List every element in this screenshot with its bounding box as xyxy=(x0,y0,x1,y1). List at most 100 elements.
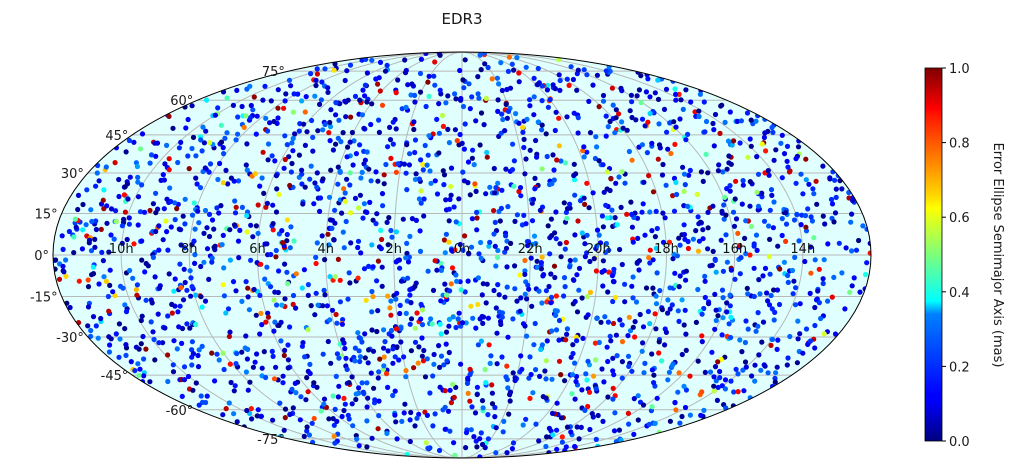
data-point xyxy=(364,99,370,105)
data-point xyxy=(430,373,436,379)
data-point xyxy=(575,115,581,121)
data-point xyxy=(262,276,268,282)
data-point xyxy=(409,81,415,87)
data-point xyxy=(95,162,101,169)
data-point xyxy=(477,142,483,148)
data-point xyxy=(587,258,593,265)
data-point xyxy=(585,312,591,318)
data-point xyxy=(313,290,319,296)
data-point xyxy=(345,144,351,150)
data-point xyxy=(452,127,458,133)
data-point xyxy=(731,138,737,144)
data-point xyxy=(352,345,358,351)
data-point xyxy=(288,83,294,89)
data-point xyxy=(847,289,853,295)
data-point xyxy=(564,326,571,332)
data-point xyxy=(273,364,279,370)
data-point xyxy=(295,91,301,97)
data-point xyxy=(233,137,239,143)
data-point xyxy=(711,143,717,149)
data-point xyxy=(427,168,433,174)
data-point xyxy=(244,213,250,219)
data-point xyxy=(441,172,448,178)
data-point xyxy=(547,235,553,241)
data-point xyxy=(358,250,364,256)
data-point xyxy=(483,191,489,197)
data-point xyxy=(426,133,432,139)
data-point xyxy=(619,359,626,365)
data-point xyxy=(558,372,564,378)
data-point xyxy=(672,400,678,406)
data-point xyxy=(747,179,753,185)
data-point xyxy=(803,224,809,230)
data-point xyxy=(694,191,700,197)
data-point xyxy=(776,301,783,308)
data-point xyxy=(203,399,209,406)
data-point xyxy=(727,183,733,189)
latitude-tick-label: 45° xyxy=(105,129,128,144)
data-point xyxy=(194,181,200,187)
data-point xyxy=(475,342,481,348)
data-point xyxy=(268,98,274,104)
data-point xyxy=(387,137,394,143)
data-point xyxy=(419,322,426,328)
data-point xyxy=(593,436,599,442)
data-point xyxy=(848,219,854,225)
data-point xyxy=(812,322,818,329)
data-point xyxy=(573,373,580,380)
data-point xyxy=(333,373,339,379)
data-point xyxy=(611,372,617,378)
data-point xyxy=(287,324,293,330)
data-point xyxy=(456,142,462,148)
data-point xyxy=(604,215,610,221)
data-point xyxy=(376,398,382,404)
data-point xyxy=(550,432,556,438)
data-point xyxy=(189,354,195,360)
data-point xyxy=(165,313,171,319)
data-point xyxy=(642,360,648,366)
data-point xyxy=(601,268,607,274)
data-point xyxy=(705,225,711,231)
data-point xyxy=(599,366,605,372)
data-point xyxy=(188,293,194,299)
data-point xyxy=(259,322,265,328)
data-point xyxy=(693,228,699,234)
data-point xyxy=(76,278,82,284)
data-point xyxy=(232,198,238,204)
data-point xyxy=(153,190,159,196)
data-point xyxy=(406,162,412,168)
data-point xyxy=(164,142,170,148)
data-point xyxy=(56,276,63,282)
data-point xyxy=(699,389,705,395)
data-point xyxy=(489,401,496,407)
graticule-meridian xyxy=(393,52,463,458)
data-point xyxy=(206,211,213,217)
data-point xyxy=(683,137,689,143)
data-point xyxy=(151,336,157,343)
data-point xyxy=(576,287,582,293)
data-point xyxy=(731,389,737,395)
data-point xyxy=(539,254,545,260)
data-point xyxy=(153,210,159,216)
data-point xyxy=(123,149,129,155)
colorbar: 0.00.20.40.60.81.0 Error Ellipse Semimaj… xyxy=(924,62,1005,450)
data-point xyxy=(248,222,254,228)
data-point xyxy=(656,121,662,127)
data-point xyxy=(361,201,367,207)
data-point xyxy=(808,244,814,250)
data-point xyxy=(119,223,125,229)
data-point xyxy=(282,347,288,353)
data-point xyxy=(347,170,353,176)
data-point xyxy=(376,413,382,419)
data-point xyxy=(446,206,452,212)
data-point xyxy=(779,216,785,222)
data-point xyxy=(357,358,363,365)
data-point xyxy=(438,331,444,337)
data-point xyxy=(504,450,510,456)
data-point xyxy=(301,433,307,439)
data-point xyxy=(331,237,337,243)
data-point xyxy=(564,206,571,212)
data-point xyxy=(404,240,410,246)
data-point xyxy=(772,379,778,385)
